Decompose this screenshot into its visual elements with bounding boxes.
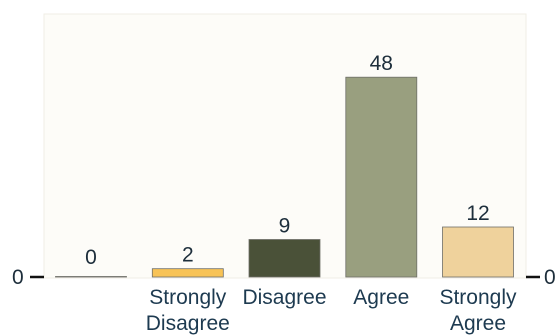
- category-label-1-line-0: Strongly: [149, 286, 227, 309]
- value-label-2: 9: [279, 215, 291, 238]
- value-label-4: 12: [466, 202, 489, 225]
- value-label-1: 2: [182, 244, 194, 267]
- bar-0: [55, 276, 127, 278]
- bars-layer: [55, 76, 514, 278]
- bar-3: [345, 76, 418, 278]
- value-label-3: 48: [370, 52, 393, 75]
- bar-1: [151, 268, 224, 278]
- bar-4: [442, 226, 514, 278]
- category-label-2-line-0: Disagree: [242, 286, 326, 309]
- bar-2: [248, 239, 321, 278]
- right-zero-tick-label: 0: [544, 266, 556, 289]
- axes-layer: 0 0: [12, 266, 556, 289]
- value-label-0: 0: [85, 246, 97, 269]
- left-zero-tick-label: 0: [12, 266, 24, 289]
- labels-layer: 0 2 Strongly Disagree 9 Disagree 48 Agree 12 Stro…: [85, 52, 517, 335]
- category-label-4-line-1: Agree: [450, 312, 506, 335]
- category-label-3-line-0: Agree: [353, 286, 409, 309]
- category-label-1-line-1: Disagree: [146, 312, 230, 335]
- category-label-4-line-0: Strongly: [439, 286, 517, 309]
